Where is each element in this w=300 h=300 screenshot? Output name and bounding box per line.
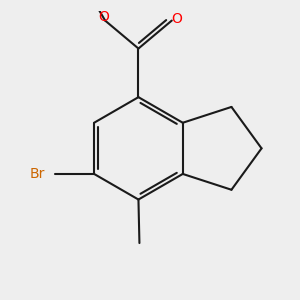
Text: Br: Br [29,167,45,181]
Text: O: O [171,12,182,26]
Text: O: O [98,10,109,24]
